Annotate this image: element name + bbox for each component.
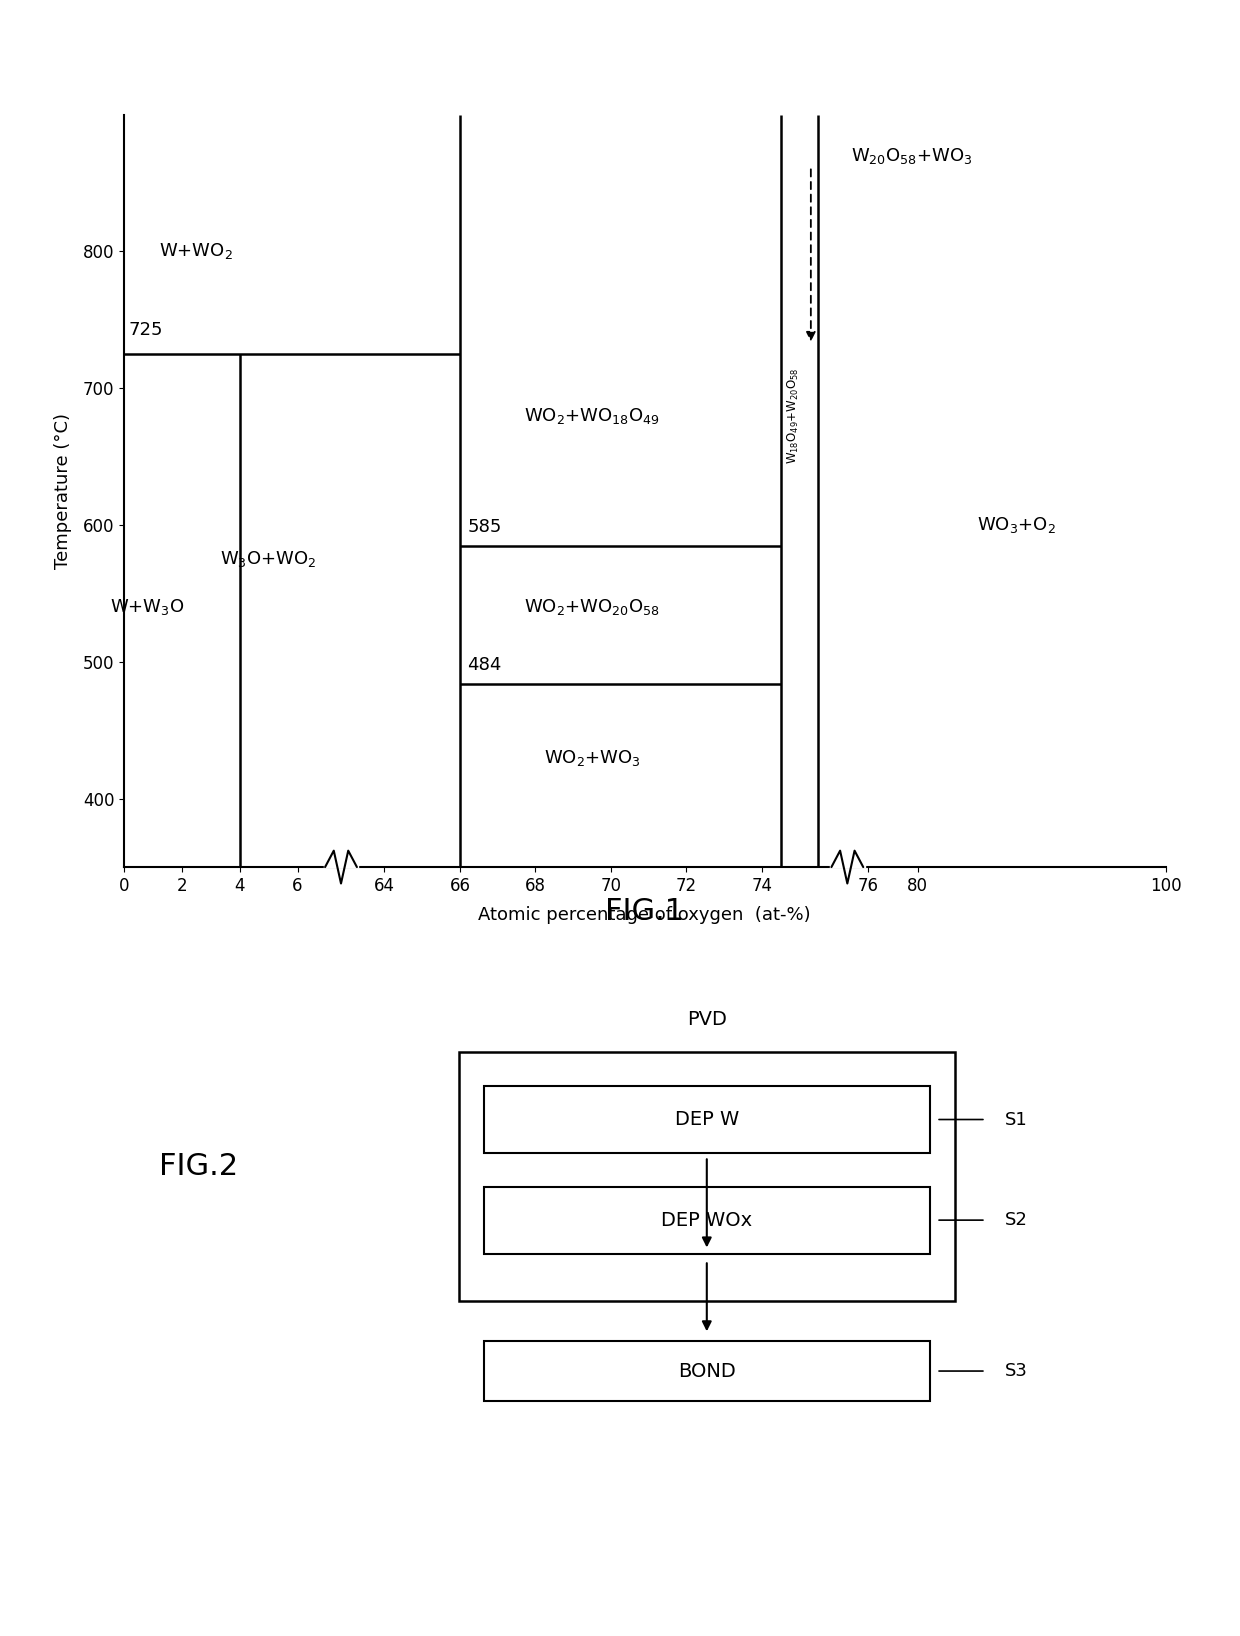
- Bar: [484, 1086, 930, 1153]
- Text: DEP W: DEP W: [675, 1109, 739, 1129]
- Text: PVD: PVD: [687, 1009, 727, 1029]
- Text: WO$_3$+O$_2$: WO$_3$+O$_2$: [977, 515, 1056, 535]
- Text: W+WO$_2$: W+WO$_2$: [160, 242, 233, 262]
- Text: FIG.2: FIG.2: [159, 1152, 238, 1181]
- Text: S3: S3: [1004, 1363, 1027, 1381]
- Text: DEP WOx: DEP WOx: [661, 1211, 753, 1230]
- Text: W$_{20}$O$_{58}$+WO$_3$: W$_{20}$O$_{58}$+WO$_3$: [851, 146, 972, 165]
- Text: S1: S1: [1004, 1111, 1027, 1129]
- Bar: [484, 1342, 930, 1400]
- Bar: [459, 1052, 955, 1301]
- Text: W$_3$O+WO$_2$: W$_3$O+WO$_2$: [221, 550, 317, 569]
- Bar: [484, 1186, 930, 1253]
- Text: FIG.1: FIG.1: [605, 897, 684, 926]
- Text: WO$_2$+WO$_3$: WO$_2$+WO$_3$: [543, 748, 640, 767]
- Text: 585: 585: [467, 519, 502, 537]
- Y-axis label: Temperature (°C): Temperature (°C): [53, 412, 72, 569]
- X-axis label: Atomic percentage of oxygen  (at-%): Atomic percentage of oxygen (at-%): [479, 906, 811, 924]
- Text: 484: 484: [467, 656, 502, 674]
- Text: W+W$_3$O: W+W$_3$O: [110, 597, 185, 617]
- Text: BOND: BOND: [678, 1361, 735, 1381]
- Text: S2: S2: [1004, 1211, 1027, 1229]
- Text: 725: 725: [129, 321, 162, 339]
- Text: W$_{18}$O$_{49}$+W$_{20}$O$_{58}$: W$_{18}$O$_{49}$+W$_{20}$O$_{58}$: [786, 368, 801, 463]
- Text: WO$_2$+WO$_{20}$O$_{58}$: WO$_2$+WO$_{20}$O$_{58}$: [525, 597, 660, 617]
- Text: WO$_2$+WO$_{18}$O$_{49}$: WO$_2$+WO$_{18}$O$_{49}$: [525, 406, 660, 425]
